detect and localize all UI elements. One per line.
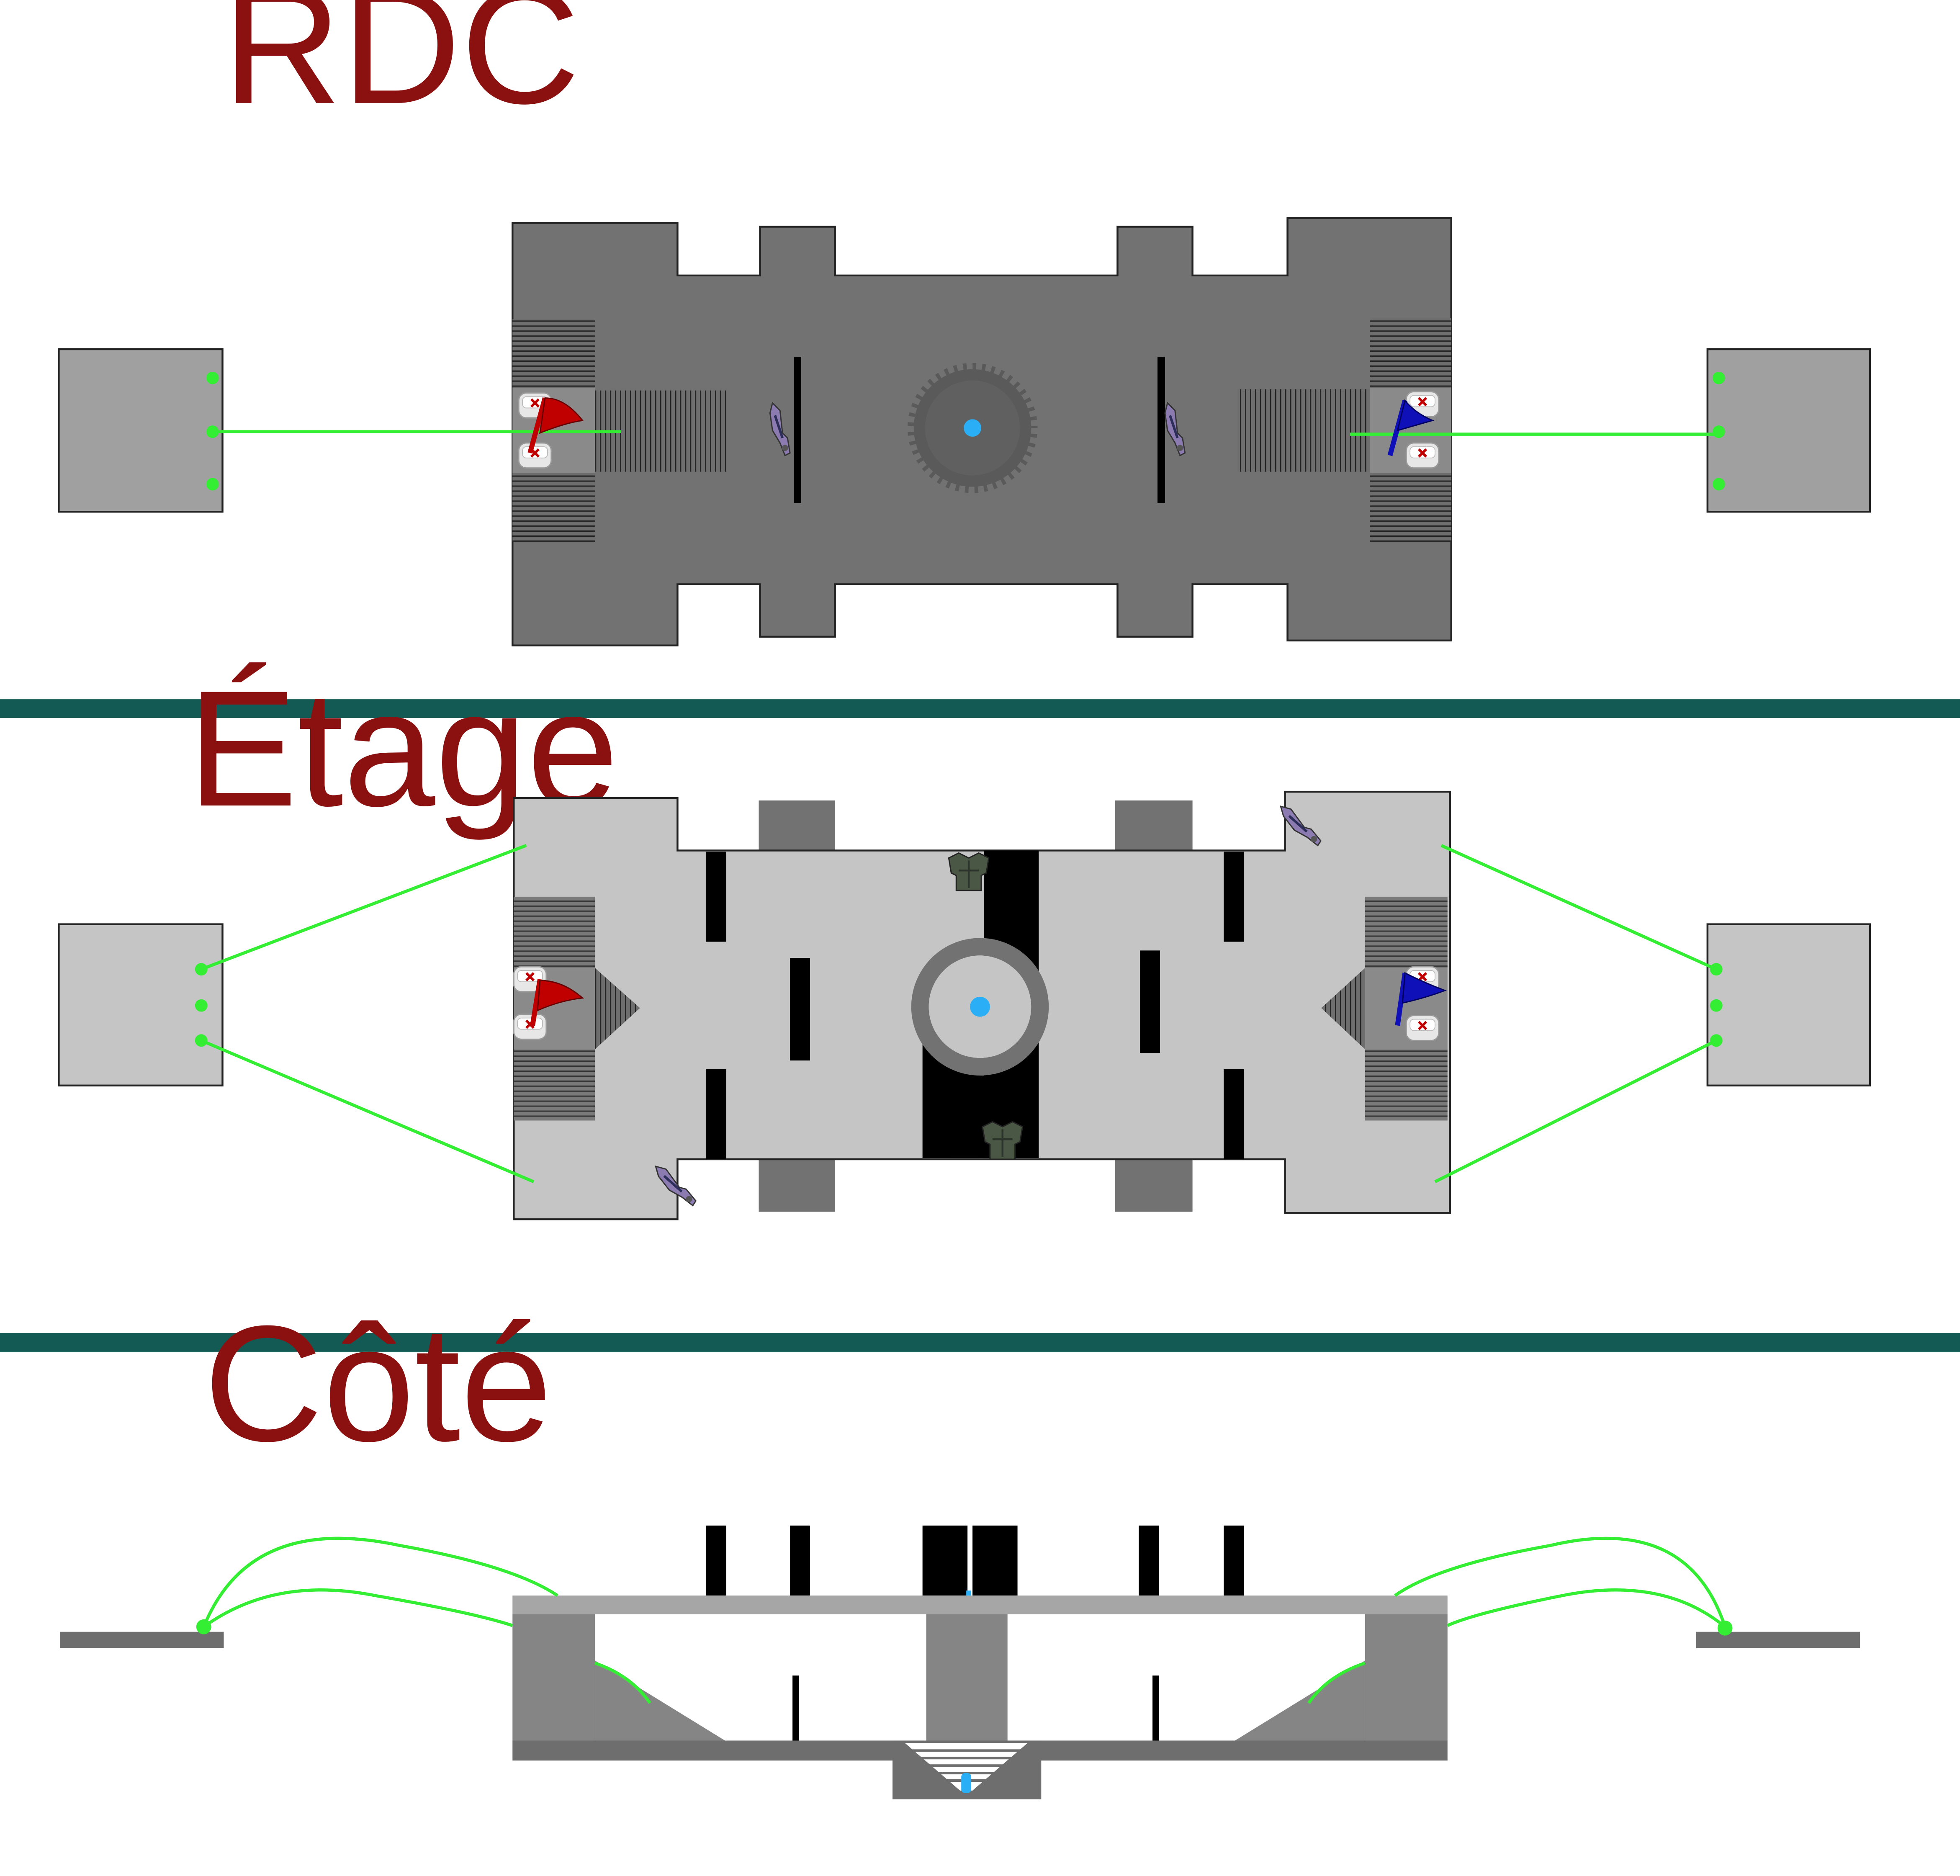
wall <box>790 958 810 1061</box>
central-gap <box>950 1075 988 1158</box>
teleporter-arc <box>594 1661 651 1704</box>
teleporter-arc <box>1447 1588 1726 1628</box>
stairs <box>1370 473 1451 542</box>
tower-block <box>1115 800 1193 851</box>
side-view-title: Côté <box>204 1291 553 1476</box>
wall <box>792 1675 799 1741</box>
red-flag-icon <box>527 397 584 454</box>
teleporter-link <box>1440 844 1717 971</box>
center-marker <box>966 1590 972 1596</box>
teleporter-node-icon <box>1712 371 1725 384</box>
tower-block <box>759 800 835 851</box>
teleporter-arc <box>1307 1661 1366 1704</box>
teleporter-link <box>201 1039 535 1184</box>
wall <box>972 1525 1018 1596</box>
health-pack-icon <box>514 1014 546 1040</box>
wall <box>1224 1069 1244 1160</box>
wall <box>1224 1525 1244 1596</box>
stairs <box>512 473 595 542</box>
teleporter-node-icon <box>1712 425 1725 438</box>
right-teleport-platform <box>1706 348 1871 513</box>
center-pillar <box>926 1614 1008 1741</box>
teleporter-node-icon <box>195 963 208 976</box>
wall <box>1140 950 1160 1053</box>
teleporter-node-icon <box>1712 478 1725 491</box>
wall <box>790 1525 810 1596</box>
teleporter-node-icon <box>196 1619 211 1634</box>
central-ring <box>911 938 1049 1076</box>
section-divider <box>0 699 1960 718</box>
ground-floor-title: RDC <box>223 0 580 138</box>
teleporter-link <box>1434 1039 1717 1184</box>
wall <box>1139 1525 1159 1596</box>
blue-flag-icon <box>1395 972 1447 1026</box>
section-divider <box>0 1333 1960 1352</box>
health-pack-icon <box>1406 443 1439 468</box>
stairs <box>512 319 595 388</box>
red-flag-icon <box>530 979 584 1026</box>
left-teleport-platform <box>60 1632 224 1648</box>
teleporter-node-icon <box>1710 999 1723 1012</box>
central-pit <box>901 357 1044 499</box>
teleporter-arc <box>203 1588 513 1628</box>
teleporter-link <box>201 844 527 971</box>
stairs <box>514 896 595 968</box>
left-teleport-platform <box>58 348 224 513</box>
wall <box>922 1525 968 1596</box>
blue-flag-icon <box>1387 399 1435 456</box>
upper-deck <box>512 1596 1448 1614</box>
teleporter-node-icon <box>195 999 208 1012</box>
wall <box>706 1069 726 1160</box>
teleporter-arc <box>1394 1536 1727 1627</box>
side-view <box>60 1525 1860 1799</box>
stairs <box>1321 968 1365 1050</box>
stairs <box>595 968 640 1050</box>
side-tower <box>1365 1614 1448 1741</box>
wall <box>1157 357 1165 503</box>
upper-floor-plan <box>58 790 1871 1220</box>
right-teleport-platform <box>1706 923 1871 1087</box>
ground-floor-plan <box>58 217 1871 647</box>
wall <box>706 852 726 942</box>
tower-block <box>1115 1159 1193 1212</box>
teleporter-node-icon <box>195 1034 208 1047</box>
pit-marker <box>961 1773 972 1793</box>
stairs <box>1365 1049 1448 1121</box>
wall <box>1224 852 1244 942</box>
teleporter-node-icon <box>206 425 219 438</box>
tower-block <box>759 1159 835 1212</box>
teleporter-node-icon <box>1710 963 1723 976</box>
stairs <box>1370 318 1451 388</box>
center-dot <box>964 419 981 437</box>
health-pack-icon <box>519 443 551 468</box>
teleporter-node-icon <box>1717 1620 1733 1636</box>
health-pack-icon <box>1406 1016 1439 1041</box>
teleporter-node-icon <box>206 478 219 491</box>
teleporter-node-icon <box>206 371 219 384</box>
wall <box>794 357 802 503</box>
center-dot <box>970 996 990 1017</box>
stairs <box>1365 896 1448 968</box>
wall <box>706 1525 726 1596</box>
teleporter-arc <box>202 1536 558 1628</box>
wall <box>1152 1675 1159 1741</box>
stairs <box>514 1049 595 1121</box>
stairs <box>1237 389 1370 472</box>
teleporter-node-icon <box>1710 1034 1723 1047</box>
side-tower <box>512 1614 595 1741</box>
